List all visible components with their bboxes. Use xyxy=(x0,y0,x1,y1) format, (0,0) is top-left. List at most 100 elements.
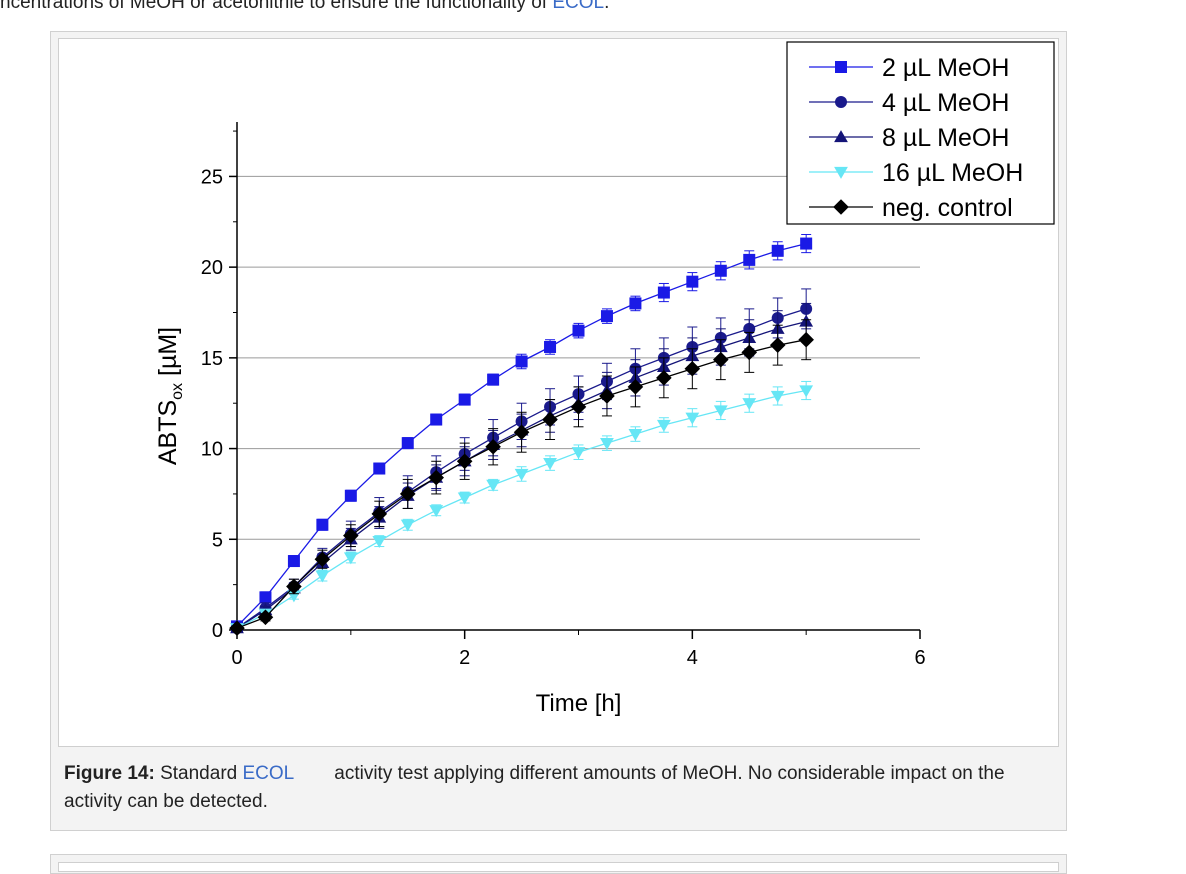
data-point-0-10 xyxy=(515,355,528,368)
data-point-4-15 xyxy=(656,370,672,386)
data-point-3-20 xyxy=(799,385,814,398)
legend-label-3: 16 µL MeOH xyxy=(882,159,1023,187)
y-tick-label-25: 25 xyxy=(201,166,223,188)
data-point-3-10 xyxy=(514,468,529,481)
data-point-0-14 xyxy=(629,297,642,310)
y-tick-label-5: 5 xyxy=(212,529,223,551)
data-point-3-11 xyxy=(543,457,557,470)
caption-ecol-link[interactable]: ECOL xyxy=(242,763,295,784)
data-point-3-6 xyxy=(400,519,415,532)
y-axis-label-unit: [µM] xyxy=(154,327,182,383)
caption-pre: Standard xyxy=(160,763,238,784)
legend-marker-3 xyxy=(834,166,848,179)
data-point-0-1 xyxy=(259,591,272,604)
data-point-0-3 xyxy=(316,518,329,531)
data-point-4-6 xyxy=(399,486,416,502)
data-point-4-3 xyxy=(314,551,331,568)
data-point-0-13 xyxy=(600,310,613,323)
data-point-3-15 xyxy=(656,419,671,432)
legend-label-0: 2 µL MeOH xyxy=(882,54,1009,82)
data-point-4-2 xyxy=(286,578,302,595)
data-point-3-13 xyxy=(600,438,614,451)
data-point-0-8 xyxy=(458,393,471,406)
series-4 xyxy=(229,319,814,636)
data-point-0-9 xyxy=(487,373,500,386)
data-point-0-12 xyxy=(572,324,585,337)
y-axis-label: ABTSox [µM] xyxy=(154,327,186,465)
caption-post: activity test applying different amounts… xyxy=(64,763,1005,812)
legend-label-1: 4 µL MeOH xyxy=(882,89,1009,117)
data-point-3-8 xyxy=(457,492,472,505)
legend-marker-4 xyxy=(833,199,849,215)
data-point-3-3 xyxy=(315,570,330,583)
line-chart: 0 5 10 15 20 25 0 2 4 6 Time [h] ABTSox [µM] 2 µL Me… xyxy=(154,41,1055,717)
data-point-4-14 xyxy=(627,379,644,395)
data-point-4-12 xyxy=(570,399,587,415)
legend-label-2: 8 µL MeOH xyxy=(882,124,1009,152)
series-1 xyxy=(231,288,813,635)
intro-text-line: ncentrations of MeOH or acetonitrile to … xyxy=(0,0,609,14)
data-point-0-11 xyxy=(544,340,557,353)
y-tick-label-15: 15 xyxy=(201,348,223,370)
legend-label-4: neg. control xyxy=(882,194,1013,222)
figure-caption: Figure 14: Standard ECOL activity test ap… xyxy=(64,760,1054,816)
data-point-3-14 xyxy=(628,428,643,441)
data-point-0-6 xyxy=(401,437,414,450)
legend: 2 µL MeOH 4 µL MeOH 8 µL MeOH 16 µL MeOH neg… xyxy=(786,41,1055,225)
data-point-4-10 xyxy=(513,424,530,441)
data-point-3-18 xyxy=(742,398,757,411)
data-point-0-15 xyxy=(657,286,670,299)
data-point-4-18 xyxy=(741,344,758,361)
data-point-3-19 xyxy=(770,390,785,403)
intro-text: ncentrations of MeOH or acetonitrile to … xyxy=(0,0,548,13)
legend-marker-1 xyxy=(835,96,847,108)
x-tick-label-6: 6 xyxy=(914,647,925,669)
x-tick-label-4: 4 xyxy=(687,647,698,669)
data-point-4-20 xyxy=(798,331,814,348)
data-point-0-17 xyxy=(714,264,727,277)
y-tick-label-0: 0 xyxy=(212,620,223,642)
data-point-4-4 xyxy=(343,527,359,544)
data-point-3-7 xyxy=(429,505,444,518)
data-point-0-20 xyxy=(800,237,813,250)
series-3 xyxy=(230,380,814,636)
data-point-3-4 xyxy=(343,552,358,565)
y-tick-label-20: 20 xyxy=(201,257,223,279)
data-point-3-17 xyxy=(713,405,728,418)
y-axis-label-sub: ox xyxy=(169,383,186,400)
legend-box xyxy=(786,41,1055,225)
data-point-4-16 xyxy=(684,360,701,377)
data-point-0-5 xyxy=(373,462,386,475)
figure-label: Figure 14: xyxy=(64,763,155,784)
intro-suffix: . xyxy=(604,0,610,13)
data-point-4-13 xyxy=(599,388,615,404)
data-point-3-5 xyxy=(372,536,387,548)
data-point-0-18 xyxy=(743,253,756,266)
legend-marker-2 xyxy=(834,130,848,143)
data-point-0-19 xyxy=(771,244,784,257)
data-point-4-11 xyxy=(542,411,558,428)
data-point-4-1 xyxy=(257,609,274,626)
data-point-0-2 xyxy=(287,555,300,568)
data-point-4-0 xyxy=(229,620,245,636)
y-axis-label-main: ABTS xyxy=(154,400,182,465)
series-line-4 xyxy=(236,339,807,629)
x-tick-label-0: 0 xyxy=(231,647,242,669)
data-point-3-12 xyxy=(571,447,586,460)
data-point-4-19 xyxy=(769,337,786,353)
data-point-4-5 xyxy=(371,506,388,522)
data-point-0-4 xyxy=(344,489,357,502)
data-point-3-9 xyxy=(486,479,501,492)
data-point-4-7 xyxy=(428,469,445,486)
data-point-3-16 xyxy=(685,412,700,425)
y-tick-label-10: 10 xyxy=(201,439,223,461)
x-axis-label: Time [h] xyxy=(536,690,622,717)
data-point-4-8 xyxy=(456,453,473,470)
data-point-0-16 xyxy=(686,275,699,288)
intro-ecol-link[interactable]: ECOL xyxy=(552,0,605,13)
x-tick-label-2: 2 xyxy=(459,647,470,669)
series-0 xyxy=(231,233,813,633)
data-point-0-7 xyxy=(430,413,443,426)
data-point-4-17 xyxy=(712,351,729,368)
data-point-4-9 xyxy=(485,438,501,455)
